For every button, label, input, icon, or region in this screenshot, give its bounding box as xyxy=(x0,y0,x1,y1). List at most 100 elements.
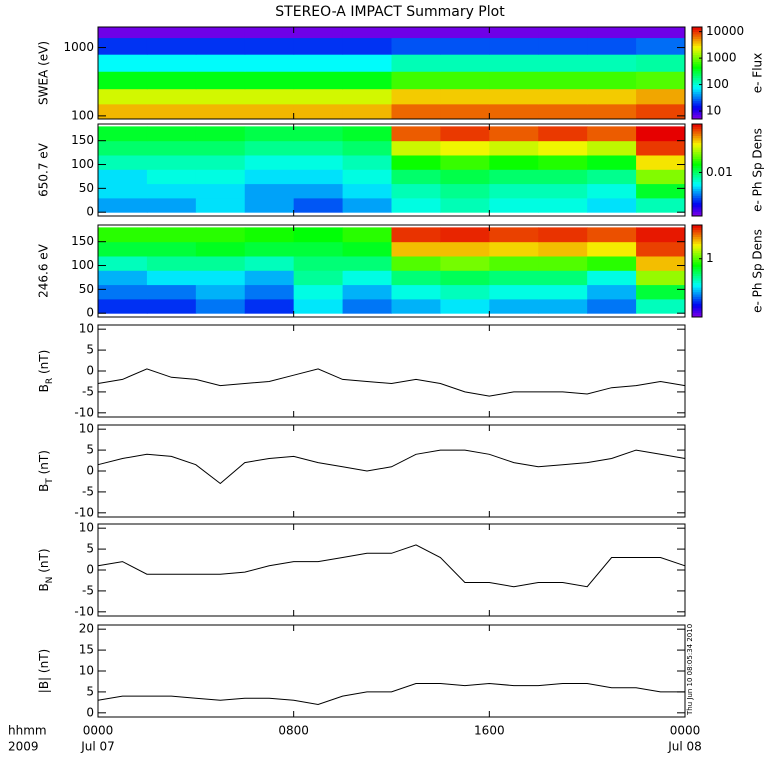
heatmap-cell xyxy=(391,126,441,142)
x-tick-label: 0000 xyxy=(83,724,114,738)
colorbar-swatch xyxy=(692,165,702,169)
colorbar-swatch xyxy=(692,252,702,256)
heatmap-cell xyxy=(293,103,344,120)
colorbar-swatch xyxy=(692,282,702,286)
heatmap-cell xyxy=(146,227,197,243)
heatmap-cell xyxy=(440,37,490,55)
heatmap-cell xyxy=(195,71,246,90)
colorbar-swatch xyxy=(692,128,702,132)
colorbar-swatch xyxy=(692,82,702,85)
y-tick-label: -5 xyxy=(82,484,94,498)
y-tick-label: -10 xyxy=(74,505,94,519)
heatmap-cell xyxy=(146,255,197,271)
colorbar-swatch xyxy=(692,213,702,217)
colorbar-tick-label: 1000 xyxy=(706,51,737,65)
colorbar-swatch xyxy=(692,176,702,180)
colorbar-swatch xyxy=(692,238,702,242)
colorbar-swatch xyxy=(692,209,702,212)
colorbar-swatch xyxy=(692,45,702,49)
y-tick-label: 5 xyxy=(86,343,94,357)
chart-title: STEREO-A IMPACT Summary Plot xyxy=(275,4,505,20)
heatmap-cell xyxy=(636,71,686,90)
heatmap-cell xyxy=(587,140,637,156)
heatmap-cell xyxy=(98,103,148,120)
timestamp: Thu Jun 10 08:05:34 2010 xyxy=(686,624,694,716)
heatmap-cell xyxy=(587,241,637,257)
heatmap-cell xyxy=(587,37,637,55)
heatmap-cell xyxy=(244,169,295,185)
heatmap-cell xyxy=(440,88,490,105)
heatmap-cell xyxy=(146,126,197,142)
heatmap-cell xyxy=(391,71,441,90)
heatmap-cell xyxy=(489,227,539,243)
x-date-label: Jul 07 xyxy=(80,740,115,754)
colorbar-swatch xyxy=(692,305,702,309)
colorbar-swatch xyxy=(692,236,702,240)
heatmap-cell xyxy=(489,298,539,314)
colorbar-swatch xyxy=(692,135,702,139)
heatmap-cell xyxy=(538,284,588,300)
heatmap-cell xyxy=(489,126,539,142)
y-axis-label-part: B xyxy=(37,384,51,392)
colorbar-swatch xyxy=(692,144,702,148)
heatmap-cell xyxy=(538,37,588,55)
heatmap-cell xyxy=(489,27,539,39)
heatmap-cell xyxy=(538,103,588,120)
heatmap-cell xyxy=(293,54,344,72)
heatmap-cell xyxy=(538,298,588,314)
colorbar-swatch xyxy=(692,84,702,88)
y-axis-label-part: T xyxy=(45,478,55,485)
colorbar-swatch xyxy=(692,229,702,233)
colorbar-swatch xyxy=(692,289,702,293)
y-axis-label: BN (nT) xyxy=(37,548,55,591)
heatmap-cell xyxy=(636,88,686,105)
heatmap-cell xyxy=(636,27,686,39)
heatmap-cell xyxy=(244,298,295,314)
colorbar-swatch xyxy=(692,225,702,228)
colorbar-swatch xyxy=(692,75,702,79)
colorbar-swatch xyxy=(692,116,702,120)
colorbar-swatch xyxy=(692,153,702,157)
y-tick-label: 10 xyxy=(79,664,94,678)
heatmap-cell xyxy=(195,183,246,199)
heatmap-cell xyxy=(244,241,295,257)
colorbar-frame xyxy=(691,224,703,318)
heatmap-cell xyxy=(538,197,588,213)
colorbar-swatch xyxy=(692,310,702,313)
heatmap-cell xyxy=(538,270,588,286)
colorbar-swatch xyxy=(692,54,702,58)
y-tick-label: 100 xyxy=(71,157,94,171)
x-tick-label: 0800 xyxy=(278,724,309,738)
heatmap-cell xyxy=(146,169,197,185)
y-axis-label-part: N xyxy=(45,577,55,584)
colorbar-swatch xyxy=(692,102,702,106)
heatmap-cell xyxy=(391,37,441,55)
heatmap-cell xyxy=(244,37,295,55)
heatmap-cell xyxy=(98,227,148,243)
colorbar-swatch xyxy=(692,195,702,199)
heatmap-cell xyxy=(391,103,441,120)
heatmap-cell xyxy=(587,183,637,199)
heatmap-cell xyxy=(391,197,441,213)
colorbar-swatch xyxy=(692,36,702,39)
heatmap-cell xyxy=(342,126,392,142)
colorbar-swatch xyxy=(692,47,702,51)
panel-frame xyxy=(97,26,686,120)
colorbar-swatch xyxy=(692,172,702,176)
heatmap-cell xyxy=(587,71,637,90)
heatmap-cell xyxy=(489,183,539,199)
colorbar-swatch xyxy=(692,124,702,127)
heatmap-cell xyxy=(195,255,246,271)
heatmap-cell xyxy=(636,126,686,142)
colorbar-swatch xyxy=(692,93,702,97)
colorbar-swatch xyxy=(692,160,702,164)
heatmap-cell xyxy=(342,140,392,156)
y-tick-label: 5 xyxy=(86,684,94,698)
heatmap-cell xyxy=(440,54,490,72)
y-tick-label: 20 xyxy=(79,622,94,636)
heatmap-cell xyxy=(440,227,490,243)
colorbar-swatch xyxy=(692,91,702,95)
heatmap-cell xyxy=(489,54,539,72)
colorbar-swatch xyxy=(692,77,702,81)
heatmap-cell xyxy=(489,270,539,286)
